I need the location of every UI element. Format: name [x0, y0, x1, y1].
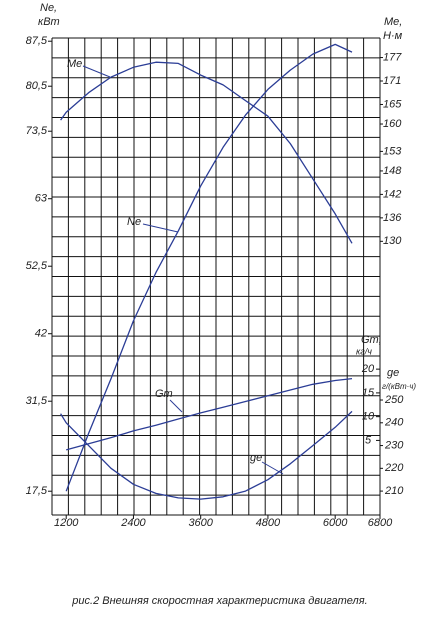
- y2-tick-label: 136: [383, 212, 402, 224]
- y-tick-label: 31,5: [26, 395, 48, 407]
- y2-tick-label: 148: [383, 165, 402, 177]
- caption: рис.2 Внешняя скоростная характеристика …: [71, 595, 367, 607]
- series-line: [65, 43, 353, 492]
- series-line: [60, 410, 353, 500]
- series-label: Ne: [127, 216, 141, 228]
- y2-tick-label: 165: [383, 98, 402, 110]
- y4-tick-label: 240: [384, 417, 404, 429]
- x-tick-label: 6800: [368, 517, 393, 529]
- y4-tick-label: 210: [384, 485, 404, 497]
- x-tick-label: 1200: [54, 517, 79, 529]
- y-tick-label: 63: [35, 193, 48, 205]
- y3-tick-label: 15: [362, 387, 375, 399]
- y3-tick-label: 10: [362, 411, 375, 423]
- y2-tick-label: 171: [383, 75, 401, 87]
- series-label: gе: [250, 452, 262, 464]
- label-leader: [261, 461, 284, 475]
- y2-axis-title: Me,: [384, 16, 402, 28]
- y4-tick-label: 250: [384, 394, 404, 406]
- y-tick-label: 17,5: [26, 485, 48, 497]
- y-axis-unit: кВт: [38, 16, 60, 28]
- y2-tick-label: 160: [383, 118, 402, 130]
- y-tick-label: 52,5: [26, 260, 48, 272]
- y3-axis-title: Gт,: [361, 334, 382, 346]
- y4-tick-label: 220: [384, 462, 404, 474]
- y2-tick-label: 142: [383, 188, 401, 200]
- y3-tick-label: 20: [361, 363, 375, 375]
- series-line: [66, 377, 353, 451]
- series-label: Me: [67, 58, 82, 70]
- y4-tick-label: 230: [384, 439, 404, 451]
- y-tick-label: 42: [35, 328, 47, 340]
- x-tick-label: 6000: [323, 517, 348, 529]
- y-tick-label: 73,5: [26, 125, 48, 137]
- x-tick-label: 3600: [188, 517, 213, 529]
- x-tick-label: 2400: [120, 517, 146, 529]
- y-tick-label: 87,5: [26, 35, 48, 47]
- y2-tick-label: 177: [383, 51, 402, 63]
- label-leader: [82, 65, 111, 78]
- label-leader: [169, 399, 183, 413]
- x-tick-label: 4800: [256, 517, 281, 529]
- y2-axis-unit: Н·м: [383, 30, 403, 42]
- y4-axis-unit: г/(кВт·ч): [382, 382, 416, 391]
- y2-tick-label: 130: [383, 235, 402, 247]
- y3-tick-label: 5: [365, 434, 372, 446]
- series-label: Gт: [155, 388, 173, 400]
- series-line: [60, 61, 353, 244]
- y-tick-label: 80,5: [26, 80, 48, 92]
- label-leader: [142, 223, 179, 233]
- y4-axis-title: gе: [387, 367, 399, 379]
- y2-tick-label: 153: [383, 145, 402, 157]
- y-axis-title: Ne,: [40, 2, 57, 14]
